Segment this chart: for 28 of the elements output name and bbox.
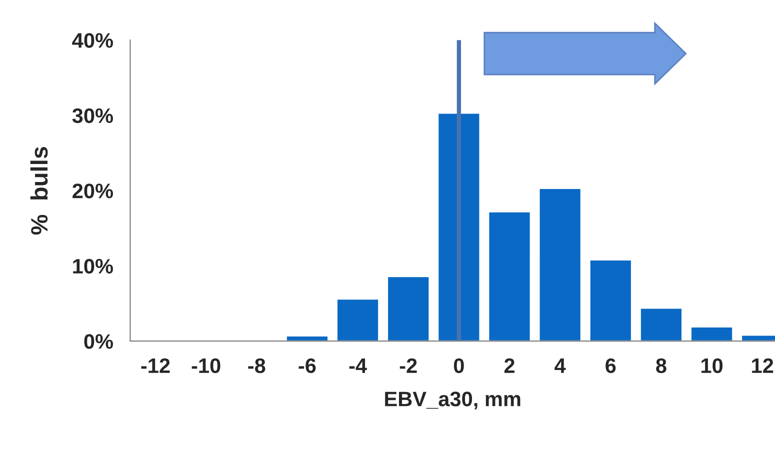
x-tick-label: -6 xyxy=(298,358,316,374)
x-tick-label: 12 xyxy=(752,358,774,373)
y-tick-label: 40% xyxy=(72,33,113,48)
bar xyxy=(538,188,582,342)
x-tick-label: 4 xyxy=(554,358,566,373)
bar xyxy=(640,307,683,342)
x-tick-label: -4 xyxy=(349,358,367,373)
y-tick-label: 30% xyxy=(72,108,113,124)
bar xyxy=(386,276,430,342)
y-tick-label: 20% xyxy=(72,184,113,198)
x-tick-label: -10 xyxy=(192,358,220,374)
bar xyxy=(588,259,632,342)
x-axis-title: EBV_a30, mm xyxy=(385,392,520,410)
x-tick-label: 10 xyxy=(702,358,723,374)
bar xyxy=(690,326,734,342)
x-tick-label: 8 xyxy=(656,358,666,374)
x-tick-label: 6 xyxy=(606,358,616,374)
x-tick-label: 0 xyxy=(454,358,464,374)
y-tick-label: 0% xyxy=(84,334,113,349)
x-tick-label: -12 xyxy=(141,358,170,373)
bar xyxy=(488,210,532,342)
y-axis-title: % bulls xyxy=(30,146,48,235)
bar xyxy=(336,298,380,342)
bar xyxy=(286,335,329,342)
x-tick-label: -2 xyxy=(400,358,417,373)
x-tick-label: 2 xyxy=(504,358,514,373)
x-tick-label: -8 xyxy=(248,358,266,374)
y-tick-label: 10% xyxy=(73,258,113,274)
